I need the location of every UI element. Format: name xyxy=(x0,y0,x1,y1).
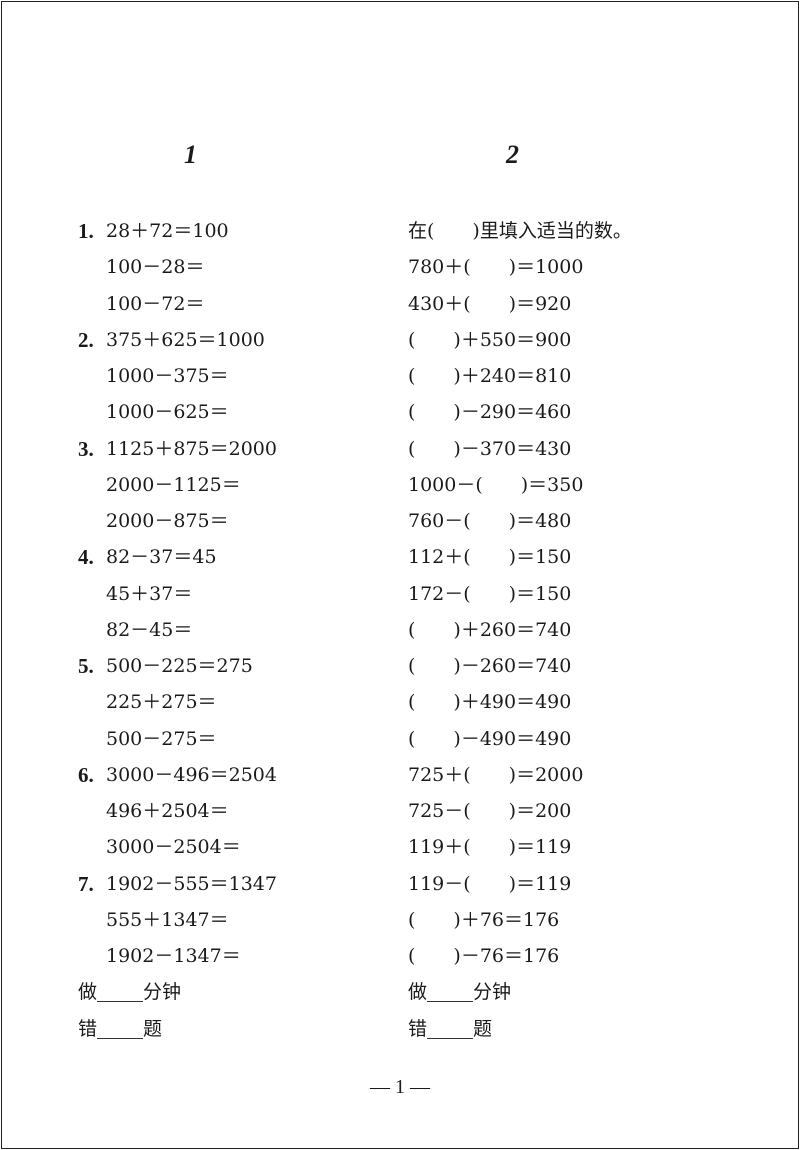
problem-number: 5. xyxy=(78,654,94,678)
problem-line: 6. 3000－496＝2504 xyxy=(78,757,378,793)
time-spent-line: 做 分钟 xyxy=(408,974,748,1010)
fill-in-equation: 1000－( )＝350 xyxy=(408,473,584,496)
time-prefix: 做 xyxy=(78,981,98,1004)
errors-suffix: 题 xyxy=(473,1017,493,1040)
problem-line: 3000－2504＝ xyxy=(78,829,378,865)
problem-line: 555＋1347＝ xyxy=(78,902,378,938)
equation: 100－28＝ xyxy=(106,256,205,279)
section-1-title: 1 xyxy=(184,140,197,169)
problem-line: 1000－625＝ xyxy=(78,394,378,430)
fill-in-equation: ( )－76＝176 xyxy=(408,945,560,967)
fill-in-equation: ( )－370＝430 xyxy=(408,437,572,460)
equation: 1000－625＝ xyxy=(106,401,229,424)
problem-line: 500－275＝ xyxy=(78,721,378,757)
fill-in-equation: 112＋( )＝150 xyxy=(408,546,572,569)
problem-number: 6. xyxy=(78,762,94,787)
errors-prefix: 错 xyxy=(78,1017,98,1040)
problem-line: 3. 1125＋875＝2000 xyxy=(78,431,378,467)
equation: 82－45＝ xyxy=(106,618,193,641)
section-2-title: 2 xyxy=(506,140,519,169)
equation: 225＋275＝ xyxy=(106,691,217,714)
problem-line: 496＋2504＝ xyxy=(78,793,378,829)
fill-in-equation: 780＋( )＝1000 xyxy=(408,256,584,279)
problem-line: 2000－875＝ xyxy=(78,503,378,539)
problem-number: 1. xyxy=(78,219,94,243)
problem-line: 45＋37＝ xyxy=(78,576,378,612)
fill-in-equation: ( )－260＝740 xyxy=(408,655,572,677)
errors-blank[interactable] xyxy=(427,1016,474,1039)
equation: 82－37＝45 xyxy=(106,546,217,569)
problem-line: 7. 1902－555＝1347 xyxy=(78,866,378,902)
equation: 3000－496＝2504 xyxy=(106,763,277,786)
time-prefix: 做 xyxy=(408,981,428,1004)
problem-line: 1000－375＝ xyxy=(78,358,378,394)
fill-in-equation: ( )＋260＝740 xyxy=(408,618,572,641)
equation: 1902－1347＝ xyxy=(106,945,241,967)
time-blank[interactable] xyxy=(97,979,144,1003)
fill-in-equation: 172－( )＝150 xyxy=(408,582,572,605)
problem-number: 7. xyxy=(78,871,94,896)
fill-in-equation: ( )－490＝490 xyxy=(408,727,572,750)
equation: 1902－555＝1347 xyxy=(106,872,277,895)
fill-in-equation: ( )＋240＝810 xyxy=(408,365,572,387)
errors-line: 错题 xyxy=(78,1011,378,1047)
problem-line: 82－45＝ xyxy=(78,612,378,648)
problem-line: 1. 28＋72＝100 xyxy=(78,213,378,249)
fill-in-equation: 725＋( )＝2000 xyxy=(408,763,584,786)
problem-number: 3. xyxy=(78,436,94,461)
equation: 375＋625＝1000 xyxy=(106,328,265,351)
equation: 496＋2504＝ xyxy=(106,800,229,822)
problem-line: 100－72＝ xyxy=(78,286,378,322)
errors-blank[interactable] xyxy=(97,1016,144,1039)
equation: 45＋37＝ xyxy=(106,582,193,605)
time-suffix: 分钟 xyxy=(473,981,512,1004)
equation: 555＋1347＝ xyxy=(106,908,229,931)
equation: 2000－1125＝ xyxy=(106,473,241,496)
errors-line: 错题 xyxy=(408,1011,748,1047)
equation: 100－72＝ xyxy=(106,292,205,315)
problem-line: 100－28＝ xyxy=(78,249,378,285)
equation: 1125＋875＝2000 xyxy=(106,437,277,460)
equation: 500－225＝275 xyxy=(106,655,253,677)
section-2-problems: 在( )里填入适当的数。 780＋( )＝1000 430＋( )＝920 ( )＋5… xyxy=(408,213,748,1047)
time-blank[interactable] xyxy=(427,979,474,1003)
instruction: 在( )里填入适当的数。 xyxy=(408,220,632,242)
time-suffix: 分钟 xyxy=(143,981,182,1004)
problem-line: 225＋275＝ xyxy=(78,684,378,720)
problem-number: 4. xyxy=(78,545,94,570)
page-number: — 1 — xyxy=(370,1076,430,1098)
errors-suffix: 题 xyxy=(143,1017,163,1040)
problem-line: 4. 82－37＝45 xyxy=(78,539,378,575)
section-1-problems: 1. 28＋72＝100 100－28＝ 100－72＝ 2. 375＋625＝1000 1… xyxy=(78,213,378,1047)
problem-line: 2000－1125＝ xyxy=(78,467,378,503)
problem-line: 1902－1347＝ xyxy=(78,938,378,974)
fill-in-equation: ( )＋550＝900 xyxy=(408,328,572,351)
equation: 2000－875＝ xyxy=(106,510,229,532)
fill-in-equation: 760－( )＝480 xyxy=(408,510,572,532)
fill-in-equation: 725－( )＝200 xyxy=(408,800,572,822)
fill-in-equation: 119＋( )＝119 xyxy=(408,836,572,859)
fill-in-equation: ( )＋490＝490 xyxy=(408,691,572,714)
problem-line: 5. 500－225＝275 xyxy=(78,648,378,684)
problem-line: 2. 375＋625＝1000 xyxy=(78,322,378,358)
problem-number: 2. xyxy=(78,327,94,352)
fill-in-equation: ( )－290＝460 xyxy=(408,401,572,424)
equation: 500－275＝ xyxy=(106,727,217,750)
errors-prefix: 错 xyxy=(408,1017,428,1040)
fill-in-equation: 430＋( )＝920 xyxy=(408,292,572,315)
time-spent-line: 做 分钟 xyxy=(78,974,378,1010)
equation: 28＋72＝100 xyxy=(106,220,229,242)
equation: 1000－375＝ xyxy=(106,365,229,387)
fill-in-equation: 119－( )＝119 xyxy=(408,872,572,895)
fill-in-equation: ( )＋76＝176 xyxy=(408,908,560,931)
equation: 3000－2504＝ xyxy=(106,836,241,859)
